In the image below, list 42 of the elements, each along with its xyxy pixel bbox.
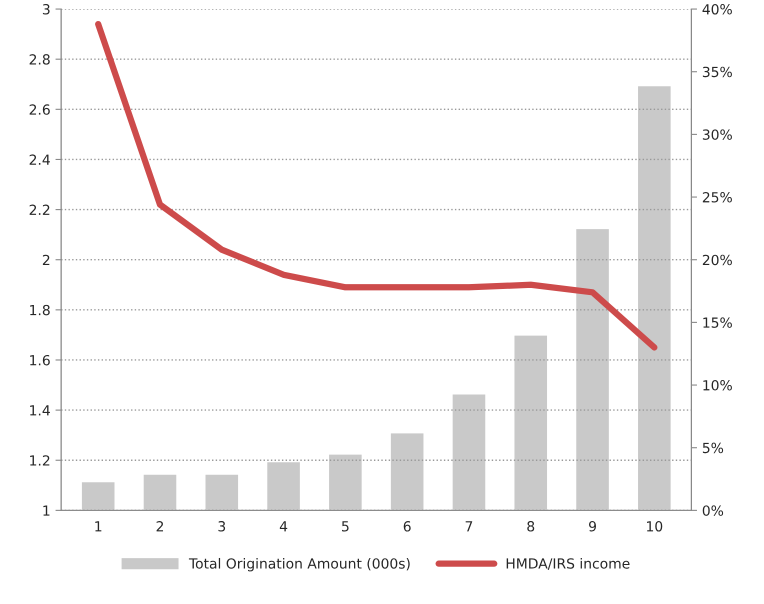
bar (80, 480, 116, 510)
y2-tick-label: 35% (702, 66, 732, 78)
x-tick-label: 3 (218, 521, 226, 532)
y-tick-label: 1.6 (30, 354, 50, 366)
bar (513, 334, 548, 510)
legend-label: Total Origination Amount (000s) (188, 558, 410, 572)
y2-tick-label: 20% (702, 254, 732, 266)
y2-tick-label: 25% (702, 192, 732, 203)
y2-tick-label: 15% (703, 317, 732, 328)
bar (451, 393, 487, 510)
y2-tick-label: 40% (702, 4, 732, 15)
y-tick-label: 2 (42, 254, 50, 265)
bar (574, 228, 610, 510)
y-tick-label: 2.6 (30, 104, 50, 115)
y-tick-label: 1.4 (30, 405, 50, 416)
y2-tick-label: 10% (703, 380, 732, 391)
y-tick-label: 3 (42, 4, 50, 15)
bar (328, 453, 364, 510)
y-tick-label: 1 (43, 506, 50, 516)
x-tick-label: 6 (404, 521, 411, 532)
y-tick-label: 1.2 (30, 455, 50, 466)
legend-label: HMDA/IRS income (506, 558, 630, 570)
bar (204, 473, 240, 510)
x-tick-label: 1 (95, 521, 102, 532)
y2-tick-label: 5% (702, 442, 724, 454)
y-tick-label: 1.8 (30, 304, 50, 316)
y-tick-label: 2.8 (30, 54, 50, 65)
x-tick-label: 9 (589, 521, 596, 532)
bar (266, 460, 302, 510)
x-tick-label: 10 (647, 521, 662, 532)
y2-tick-label: 0% (702, 505, 724, 516)
bar (636, 84, 672, 510)
y-tick-label: 2.4 (30, 154, 50, 165)
bar (389, 432, 425, 510)
x-tick-label: 8 (527, 521, 534, 532)
x-tick-label: 5 (342, 521, 349, 532)
bar (142, 473, 178, 510)
x-tick-label: 2 (156, 521, 164, 532)
x-tick-label: 4 (280, 521, 288, 532)
y-tick-label: 2.2 (30, 204, 50, 215)
y2-tick-label: 30% (702, 129, 732, 140)
x-tick-label: 7 (466, 521, 472, 532)
